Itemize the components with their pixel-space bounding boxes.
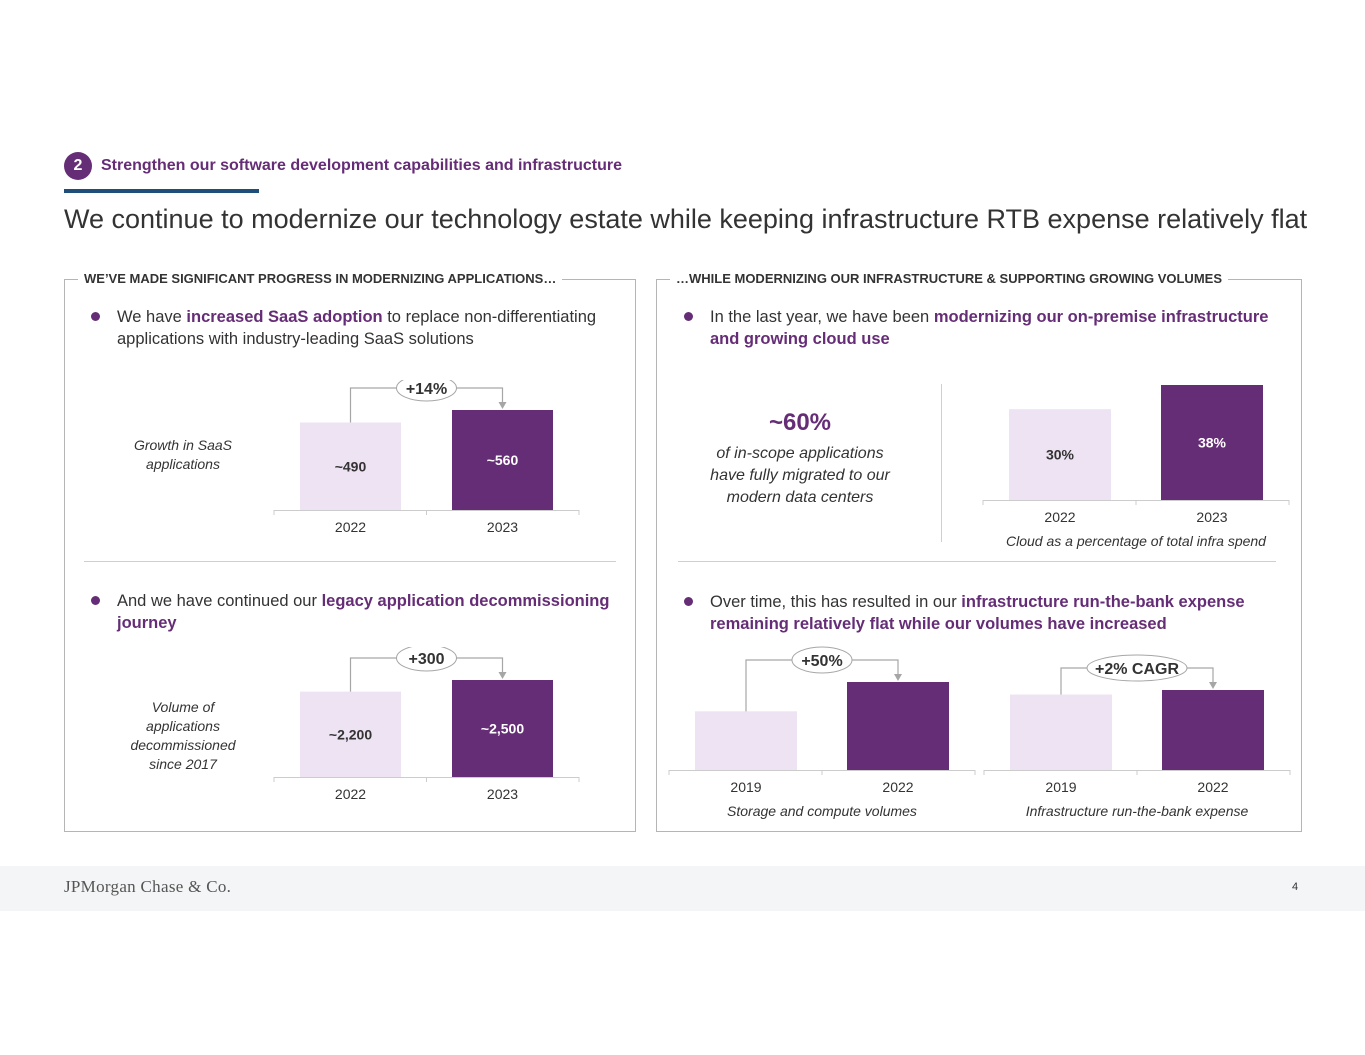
- bar-decom-2023: [452, 680, 553, 777]
- x-tick-label: 2022: [1197, 779, 1228, 795]
- page-title: We continue to modernize our technology …: [64, 204, 1308, 234]
- bullet-dot: [684, 597, 693, 606]
- saas-chart: ~490 2022 ~560 2023 +14%: [273, 380, 580, 535]
- change-label: +50%: [801, 653, 842, 670]
- section-underline: [64, 189, 259, 193]
- change-arrowhead: [498, 672, 507, 679]
- data-label: ~2,200: [329, 726, 372, 742]
- left-divider: [84, 561, 616, 562]
- chart-caption: Cloud as a percentage of total infra spe…: [1006, 533, 1267, 549]
- decom-bullet-text: And we have continued our legacy applica…: [117, 592, 610, 632]
- rtb-chart: 2019 2022 +2% CAGR Infrastructure run-the-b…: [983, 654, 1291, 819]
- right-panel-heading: …WHILE MODERNIZING OUR INFRASTRUCTURE & …: [670, 271, 1228, 286]
- x-tick-label: 2023: [1196, 509, 1227, 525]
- x-tick-label: 2022: [882, 779, 913, 795]
- stat-divider: [941, 384, 942, 542]
- x-tick-label: 2022: [1044, 509, 1075, 525]
- chart-caption: Storage and compute volumes: [727, 803, 917, 819]
- rtb-bullet-text: Over time, this has resulted in our infr…: [710, 593, 1245, 633]
- bar-decom-2022: [300, 691, 401, 777]
- change-arrowhead: [1209, 682, 1217, 689]
- data-label: 38%: [1198, 435, 1227, 451]
- company-logo: JPMorgan Chase & Co.: [64, 877, 232, 896]
- data-label: ~490: [335, 458, 367, 474]
- x-tick-label: 2022: [335, 786, 366, 802]
- saas-chart-label: Growth in SaaS applications: [133, 437, 233, 472]
- change-label: +300: [408, 651, 444, 668]
- page-number: 4: [1292, 881, 1299, 893]
- bar-saas-2023: [452, 410, 553, 510]
- change-bubble: [791, 646, 853, 674]
- infra-bullet-text: In the last year, we have been modernizi…: [710, 308, 1269, 348]
- footer-bar: [0, 866, 1365, 911]
- change-bubble: [1086, 654, 1188, 682]
- saas-bullet-text: We have increased SaaS adoption to repla…: [117, 308, 597, 348]
- cloud-chart: 30% 2022 38% 2023 Cloud as a percentage of t…: [982, 385, 1290, 549]
- x-tick-label: 2023: [487, 519, 518, 535]
- data-label: ~560: [487, 452, 519, 468]
- bar-rtb-2022: [1162, 690, 1264, 770]
- change-label: +14%: [406, 381, 447, 398]
- left-panel-heading: WE’VE MADE SIGNIFICANT PROGRESS IN MODER…: [78, 271, 563, 286]
- x-tick-label: 2019: [730, 779, 761, 795]
- change-bubble: [396, 647, 457, 672]
- decom-chart-label: Volume of applications decommissioned si…: [130, 699, 236, 772]
- data-label: ~2,500: [481, 721, 524, 737]
- x-tick-label: 2023: [487, 786, 518, 802]
- change-bubble: [396, 380, 457, 402]
- bar-storage-2019: [695, 711, 797, 770]
- change-label: +2% CAGR: [1095, 661, 1179, 678]
- bar-cloud-2022: [1009, 409, 1111, 500]
- storage-chart: 2019 2022 +50% Storage and compute volumes: [668, 646, 976, 819]
- bullet-dot: [91, 312, 100, 321]
- bullet-dot: [684, 312, 693, 321]
- bar-cloud-2023: [1161, 385, 1263, 500]
- x-tick-label: 2019: [1045, 779, 1076, 795]
- section-label: Strengthen our software development capa…: [101, 157, 622, 174]
- section-number-badge: 2: [64, 152, 92, 180]
- change-arrowhead: [498, 402, 507, 409]
- change-arrowhead: [894, 674, 902, 681]
- bar-storage-2022: [847, 682, 949, 770]
- bar-saas-2022: [300, 422, 401, 510]
- migration-stat-value: ~60%: [768, 409, 832, 436]
- right-divider: [678, 561, 1276, 562]
- x-tick-label: 2022: [335, 519, 366, 535]
- bullet-dot: [91, 596, 100, 605]
- bar-rtb-2019: [1010, 694, 1112, 770]
- decom-chart: ~2,200 2022 ~2,500 2023 +300: [273, 647, 580, 802]
- chart-caption: Infrastructure run-the-bank expense: [1026, 803, 1249, 819]
- migration-stat-text: of in-scope applications have fully migr…: [710, 445, 890, 506]
- data-label: 30%: [1046, 447, 1075, 463]
